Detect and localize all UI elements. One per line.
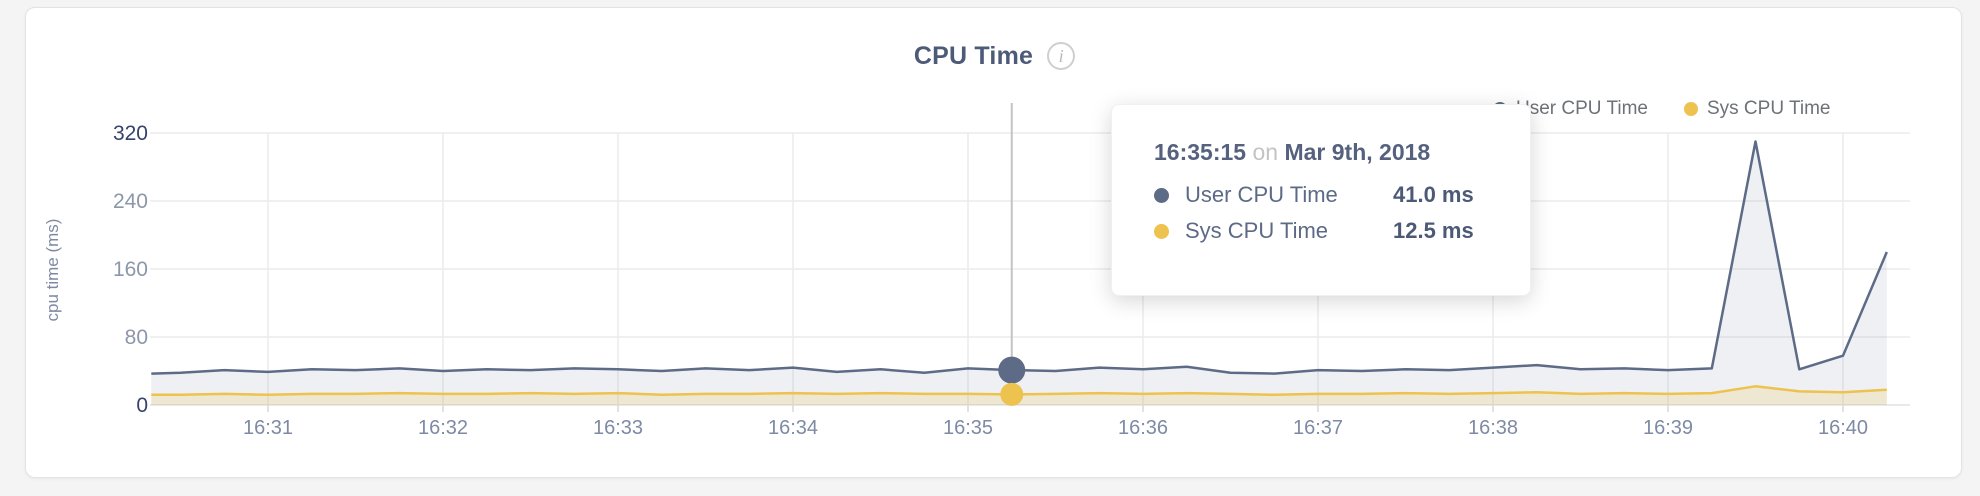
chart-title: CPU Time	[913, 41, 1034, 70]
tooltip-series-label: User CPU Time	[1185, 182, 1338, 207]
chart-tooltip: 16:35:15 on Mar 9th, 2018 User CPU Time …	[1111, 104, 1531, 296]
legend-dot-icon	[1683, 102, 1698, 116]
tooltip-series-value: 41.0 ms	[1393, 182, 1474, 207]
y-tick-label: 320	[113, 122, 148, 145]
x-tick-label: 16:37	[1293, 417, 1343, 439]
y-tick-label: 160	[113, 258, 148, 281]
chart-header: CPU Time i	[26, 38, 1963, 74]
chart-plot-area[interactable]	[150, 100, 1910, 411]
x-tick-label: 16:32	[418, 417, 468, 439]
series-dot-icon	[1154, 223, 1169, 239]
y-tick-label: 80	[125, 326, 148, 349]
tooltip-title: 16:35:15 on Mar 9th, 2018	[1154, 139, 1500, 166]
chart-card: CPU Time i User CPU Time Sys CPU Time 16…	[25, 7, 1962, 478]
tooltip-series-value: 12.5 ms	[1393, 218, 1474, 243]
y-axis-title: cpu time (ms)	[43, 219, 62, 322]
legend-item-sys-cpu[interactable]: Sys CPU Time	[1683, 98, 1831, 120]
tooltip-row-sys: Sys CPU Time 12.5 ms	[1154, 218, 1500, 244]
y-tick-label: 240	[113, 190, 148, 213]
tooltip-on-word: on	[1252, 139, 1279, 165]
x-tick-label: 16:34	[768, 417, 818, 439]
series-area-user	[151, 141, 1887, 405]
x-tick-label: 16:40	[1818, 417, 1868, 439]
info-icon[interactable]: i	[1047, 42, 1076, 70]
x-tick-label: 16:31	[243, 417, 293, 439]
hover-marker-sys	[1000, 382, 1024, 406]
x-tick-label: 16:33	[593, 417, 643, 439]
series-dot-icon	[1154, 187, 1169, 203]
legend-label: User CPU Time	[1516, 98, 1648, 119]
x-tick-label: 16:39	[1643, 417, 1693, 439]
tooltip-row-user: User CPU Time 41.0 ms	[1154, 182, 1500, 208]
legend-label: Sys CPU Time	[1706, 98, 1831, 119]
tooltip-date: Mar 9th, 2018	[1284, 139, 1431, 165]
x-tick-label: 16:35	[943, 417, 993, 439]
tooltip-series-label: Sys CPU Time	[1185, 218, 1329, 243]
tooltip-time: 16:35:15	[1154, 139, 1247, 165]
x-tick-label: 16:36	[1118, 417, 1168, 439]
y-tick-label: 0	[136, 394, 148, 417]
chart-legend: User CPU Time Sys CPU Time	[1493, 98, 1831, 120]
hover-marker-user	[998, 356, 1026, 384]
x-tick-label: 16:38	[1468, 417, 1518, 439]
